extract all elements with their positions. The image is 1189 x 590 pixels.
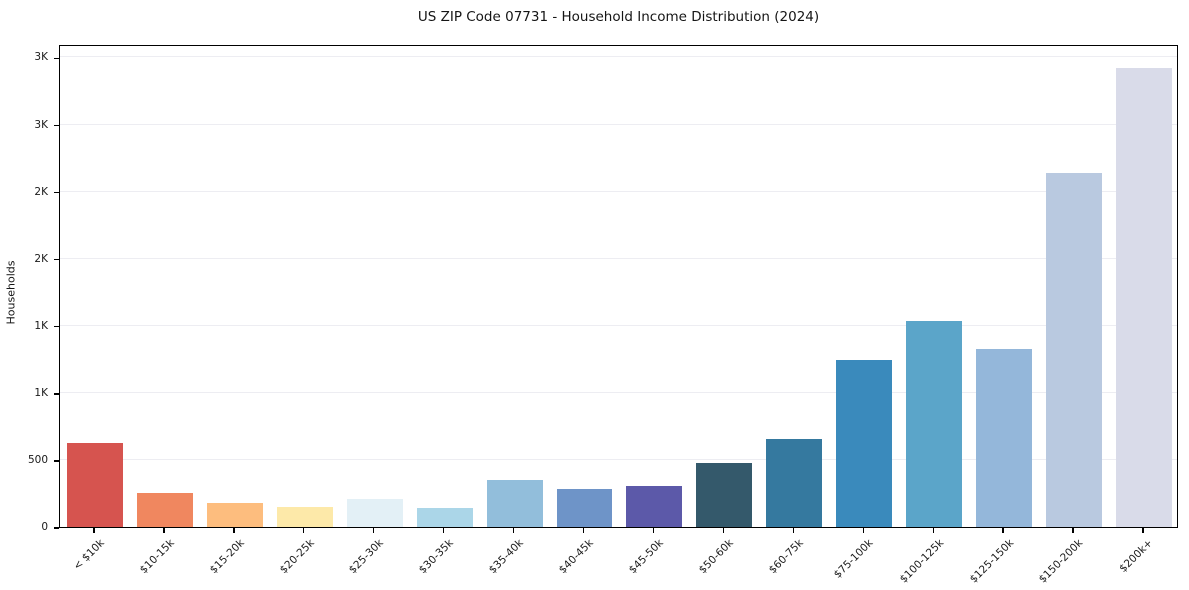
x-tick-label: $15-20k [207, 537, 247, 577]
x-tick-label: $100-125k [897, 537, 946, 586]
x-tick-mark [373, 528, 375, 533]
y-axis-label: Households [4, 260, 18, 325]
x-tick-mark [303, 528, 305, 533]
x-tick-label: $40-45k [556, 537, 597, 577]
bar-$40-45k [556, 489, 613, 527]
bar-$20-25k [276, 506, 333, 527]
y-tick-mark [54, 124, 59, 127]
x-tick-mark [652, 528, 655, 533]
x-tick-mark [512, 528, 515, 533]
x-tick-mark [932, 528, 934, 533]
x-tick-mark [93, 528, 95, 533]
bar-$45-50k [626, 486, 683, 527]
y-tick-mark [54, 258, 59, 261]
chart-title: US ZIP Code 07731 - Household Income Dis… [417, 9, 820, 25]
x-tick-label: $45-50k [626, 537, 666, 577]
bar-$75-100k [836, 359, 893, 527]
x-tick-mark [862, 528, 864, 533]
x-tick-mark [233, 528, 235, 533]
x-tick-label: < $10k [70, 537, 107, 573]
y-tick-mark [54, 57, 59, 60]
y-tick-mark [54, 527, 59, 529]
x-tick-mark [1142, 528, 1144, 533]
y-tick-mark [54, 393, 59, 395]
x-tick-label: $50-60k [696, 537, 736, 577]
x-tick-mark [1002, 528, 1004, 533]
bar-$25-30k [346, 498, 403, 527]
bar-$200k+ [1116, 68, 1172, 527]
bar-$125-150k [976, 348, 1033, 527]
x-tick-mark [163, 528, 165, 533]
plot-area [59, 45, 1178, 528]
gridline [60, 56, 1177, 58]
bar-$10-15k [136, 493, 193, 527]
bar-$30-35k [416, 507, 473, 527]
gridline [60, 123, 1177, 125]
gridline [60, 257, 1177, 259]
x-tick-label: $20-25k [277, 537, 317, 577]
x-tick-mark [792, 528, 795, 533]
y-tick-mark [54, 326, 59, 328]
x-tick-mark [582, 528, 585, 533]
x-tick-label: $25-30k [347, 537, 387, 577]
bar-$60-75k [766, 439, 823, 527]
bar-$50-60k [696, 462, 753, 527]
bar-$100-125k [906, 321, 963, 527]
gridline [60, 190, 1177, 192]
x-tick-mark [1072, 528, 1074, 533]
x-tick-mark [442, 528, 445, 533]
x-tick-label: $60-75k [766, 537, 806, 577]
bar-$15-20k [206, 502, 263, 527]
y-tick-mark [54, 191, 59, 194]
bar-$150-200k [1046, 172, 1103, 527]
gridline [60, 458, 1177, 460]
x-tick-label: $35-40k [486, 537, 527, 577]
x-tick-label: $10-15k [137, 537, 177, 577]
gridline [60, 391, 1177, 393]
bar-< $10k [66, 443, 123, 527]
x-tick-label: $75-100k [831, 537, 876, 581]
x-tick-label: $30-35k [417, 537, 457, 577]
x-tick-label: $200k+ [1117, 537, 1156, 575]
x-tick-mark [722, 528, 725, 533]
bar-$35-40k [486, 480, 543, 527]
y-tick-mark [54, 460, 59, 462]
x-tick-label: $150-200k [1037, 537, 1086, 586]
x-tick-label: $125-150k [967, 537, 1016, 586]
gridline [60, 324, 1177, 326]
